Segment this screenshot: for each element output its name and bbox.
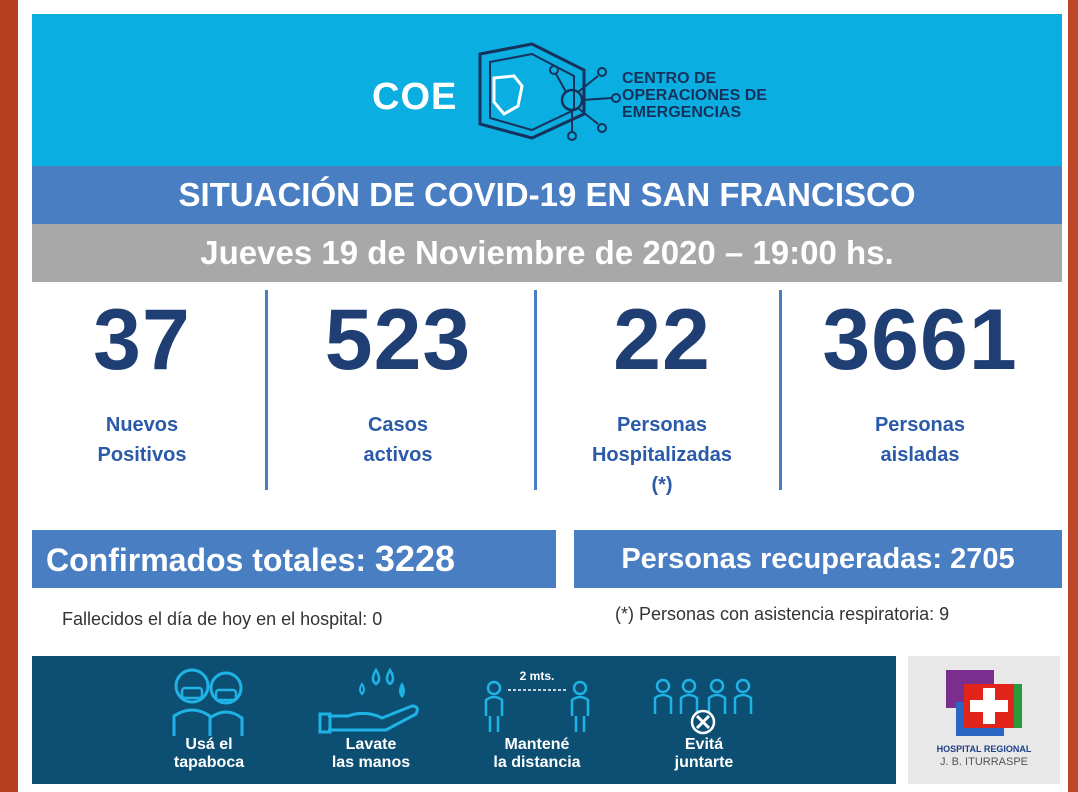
caption-line: Evitá — [684, 736, 724, 753]
caption-line: juntarte — [674, 754, 734, 771]
stat-label-line: Hospitalizadas — [591, 444, 733, 466]
coe-full-line: CENTRO DE — [622, 70, 717, 87]
coe-logo-graphic — [478, 42, 621, 141]
hospital-name-line1: HOSPITAL REGIONAL — [936, 744, 1032, 754]
no-gathering-icon — [649, 666, 759, 736]
page-title: SITUACIÓN DE COVID-19 EN SAN FRANCISCO — [32, 166, 1062, 224]
prevention-caption: Mantené la distancia — [467, 736, 607, 772]
prevention-caption: Lavate las manos — [301, 736, 441, 772]
confirmados-totales-box: Confirmados totales: 3228 — [32, 530, 556, 588]
stat-label: Personas aisladas — [800, 410, 1040, 470]
recuperadas-box: Personas recuperadas: 2705 — [574, 530, 1062, 588]
left-frame-border — [0, 0, 18, 792]
coe-full-name: CENTRO DE OPERACIONES DE EMERGENCIAS — [622, 70, 767, 121]
caption-line: Lavate — [345, 736, 397, 753]
stat-label-line: Casos — [367, 414, 429, 436]
caption-line: Mantené — [504, 736, 570, 753]
distance-label: 2 mts. — [520, 669, 555, 683]
stat-label-line: activos — [363, 444, 433, 466]
coe-full-line: EMERGENCIAS — [622, 104, 742, 121]
stat-label-line: Personas — [874, 414, 966, 436]
divider — [779, 290, 782, 490]
stat-hospitalizadas: 22 Personas Hospitalizadas (*) — [570, 290, 754, 500]
stat-nuevos-positivos: 37 Nuevos Positivos — [62, 290, 222, 470]
stat-label-line: Positivos — [97, 444, 187, 466]
report-date: Jueves 19 de Noviembre de 2020 – 19:00 h… — [32, 224, 1062, 282]
divider — [265, 290, 268, 490]
caption-line: las manos — [331, 754, 411, 771]
caption-line: la distancia — [493, 754, 581, 771]
stat-label-line: Personas — [616, 414, 708, 436]
stat-value: 22 — [613, 292, 711, 388]
fallecidos-note: Fallecidos el día de hoy en el hospital:… — [62, 609, 383, 629]
prevention-caption: Evitá juntarte — [634, 736, 774, 772]
mask-people-icon — [154, 666, 264, 736]
coe-abbr: COE — [372, 76, 458, 118]
recuperadas-label: Personas recuperadas: — [621, 543, 943, 575]
confirmados-label: Confirmados totales: — [46, 542, 367, 578]
hospital-name-line2: J. B. ITURRASPE — [939, 756, 1029, 768]
coe-header: COE CENTRO DE OPERACIONES DE EMERGENCIAS — [32, 14, 1062, 166]
stat-value: 3661 — [822, 292, 1018, 388]
caption-line: Usá el — [185, 736, 233, 753]
confirmados-value: 3228 — [374, 538, 456, 579]
right-frame-border — [1068, 0, 1078, 792]
prevention-caption: Usá el tapaboca — [139, 736, 279, 772]
distance-icon: 2 mts. — [482, 666, 592, 736]
wash-hands-icon — [316, 666, 426, 736]
hospital-logo: HOSPITAL REGIONAL J. B. ITURRASPE — [908, 656, 1060, 784]
stat-label: Casos activos — [300, 410, 496, 470]
hospital-cross-icon — [946, 670, 1022, 736]
stat-casos-activos: 523 Casos activos — [300, 290, 496, 470]
stat-label-line: (*) — [651, 474, 673, 496]
stat-value: 523 — [324, 292, 472, 388]
stat-label-line: aisladas — [880, 444, 960, 466]
asistencia-note: (*) Personas con asistencia respiratoria… — [615, 604, 950, 624]
stat-label: Personas Hospitalizadas (*) — [570, 410, 754, 500]
prevention-banner: 2 mts. Usá el tapaboca Lavate las manos … — [32, 656, 896, 784]
stat-label: Nuevos Positivos — [62, 410, 222, 470]
recuperadas-value: 2705 — [950, 543, 1015, 575]
divider — [534, 290, 537, 490]
stat-value: 37 — [93, 292, 191, 388]
coe-full-line: OPERACIONES DE — [622, 87, 767, 104]
stat-label-line: Nuevos — [105, 414, 179, 436]
caption-line: tapaboca — [173, 754, 245, 771]
stat-aisladas: 3661 Personas aisladas — [800, 290, 1040, 470]
